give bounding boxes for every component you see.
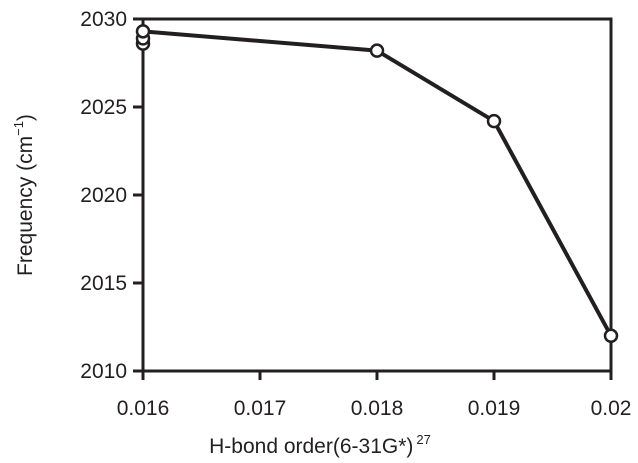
- series-group: [141, 29, 613, 337]
- y-axis-title: Frequency (cm−1): [11, 114, 37, 276]
- data-point: [369, 43, 385, 58]
- data-point: [135, 24, 151, 39]
- plot-frame: [141, 17, 613, 373]
- x-axis-title: H-bond order(6-31G*) 27: [209, 432, 431, 458]
- y-tick-label: 2020: [80, 184, 127, 207]
- data-point: [486, 113, 502, 129]
- y-axis-title-close: ): [14, 114, 37, 121]
- points-group: [135, 24, 619, 344]
- x-axis-ticks: 0.016 0.017 0.018 0.019 0.02: [117, 371, 632, 420]
- series-line: [141, 29, 613, 337]
- y-tick-label: 2010: [80, 360, 127, 383]
- y-tick-label: 2015: [80, 272, 127, 295]
- y-tick-label: 2025: [80, 96, 127, 119]
- y-axis-ticks: 2010 2015 2020 2025 2030: [80, 8, 143, 383]
- y-tick-label: 2030: [80, 8, 127, 31]
- x-tick-label: 0.017: [234, 397, 287, 420]
- x-tick-label: 0.018: [351, 397, 404, 420]
- x-tick-label: 0.016: [117, 397, 170, 420]
- plot-frame-group: [141, 17, 613, 373]
- x-tick-label: 0.019: [468, 397, 521, 420]
- x-axis-title-superscript: 27: [416, 432, 430, 447]
- data-point: [603, 328, 619, 344]
- x-tick-label: 0.02: [591, 397, 632, 420]
- y-axis-title-exponent: −1: [11, 121, 26, 136]
